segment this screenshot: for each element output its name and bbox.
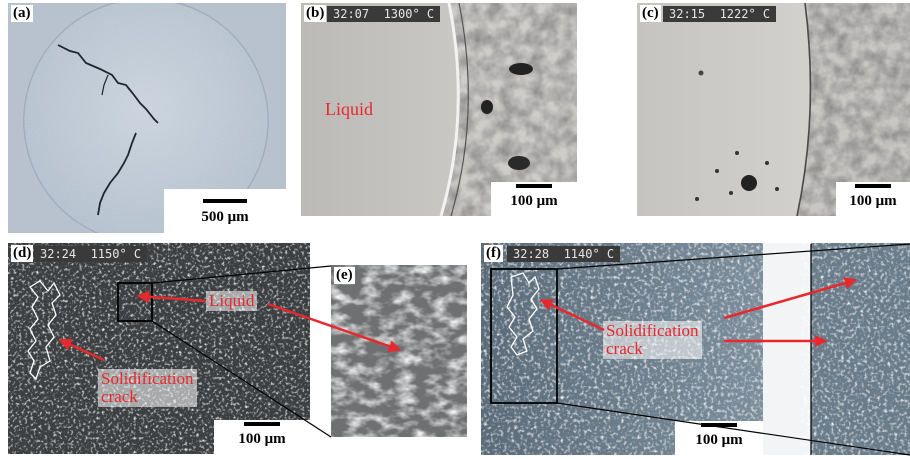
- crack-outline-f: [506, 272, 540, 356]
- panel-d: (d) 32:24 1150° C Liquid Solidification …: [8, 243, 310, 454]
- panel-f: (f) 32:28 1140° C Solidification crack 1…: [481, 243, 910, 455]
- annotation-crack-f-line2: crack: [606, 339, 643, 358]
- scale-bar-b: 100 μm: [491, 182, 577, 216]
- panel-label-d: (d): [11, 245, 34, 262]
- annotation-crack-d-line1: Solidification: [101, 369, 194, 388]
- scale-bar-f: 100 μm: [675, 421, 763, 455]
- crack-line: [57, 44, 159, 124]
- zoom-box-f: [490, 268, 558, 404]
- panel-a: (a) 500 μm: [8, 3, 286, 233]
- panel-a-micrograph: [8, 3, 286, 233]
- timestamp-temperature-f: 32:28 1140° C: [507, 246, 621, 262]
- panel-c: (c) 32:15 1222° C 100 μm: [637, 3, 910, 216]
- timestamp-temperature-c: 32:15 1222° C: [663, 6, 777, 22]
- annotation-crack-d-line2: crack: [101, 387, 138, 406]
- panel-label-f: (f): [484, 245, 503, 262]
- timestamp-temperature-d: 32:24 1150° C: [34, 246, 148, 262]
- scale-bar-c: 100 μm: [836, 182, 910, 216]
- scale-text-b: 100 μm: [510, 193, 558, 209]
- annotation-crack-f: Solidification crack: [603, 321, 702, 359]
- scale-text-c: 100 μm: [849, 193, 897, 209]
- scale-text-d: 100 μm: [238, 431, 286, 447]
- panel-c-micrograph: [637, 3, 910, 216]
- panel-e-micrograph: [331, 265, 467, 437]
- annotation-crack-d: Solidification crack: [98, 369, 197, 407]
- crack-outline-d: [27, 280, 61, 381]
- annotation-liquid-d: Liquid: [206, 291, 258, 311]
- panel-label-c: (c): [640, 5, 661, 22]
- scale-text-f: 100 μm: [695, 432, 743, 448]
- scale-text-a: 500 μm: [201, 209, 249, 225]
- panel-b: (b) 32:07 1300° C Liquid 100 μm: [301, 3, 577, 216]
- panel-label-a: (a): [11, 5, 33, 22]
- timestamp-temperature-b: 32:07 1300° C: [327, 6, 441, 22]
- annotation-crack-f-line1: Solidification: [606, 321, 699, 340]
- panel-label-b: (b): [304, 5, 327, 22]
- scale-bar-d: 100 μm: [214, 420, 310, 454]
- scale-bar-a: 500 μm: [164, 189, 286, 233]
- panel-e: (e): [331, 265, 467, 437]
- annotation-liquid-b: Liquid: [325, 99, 373, 119]
- panel-label-e: (e): [334, 267, 355, 284]
- panel-b-micrograph: [301, 3, 577, 216]
